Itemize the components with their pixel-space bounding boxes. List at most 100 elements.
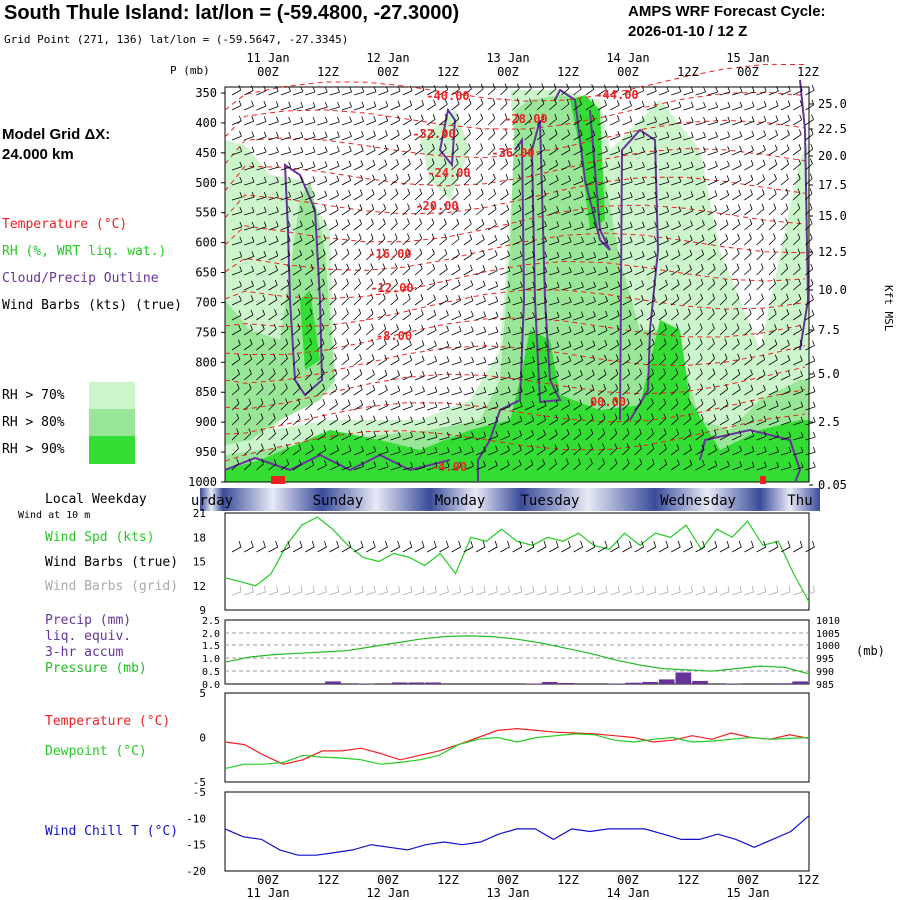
- wind-barb: [731, 278, 740, 291]
- wind-barb: [695, 101, 706, 111]
- wind-barb: [243, 383, 252, 396]
- wind-barb: [512, 445, 522, 456]
- wind-barb-grid: [256, 585, 266, 596]
- wind-barb: [658, 161, 670, 171]
- wind-barb: [402, 158, 411, 171]
- wind-barb: [463, 249, 473, 261]
- wind-barb: [231, 324, 242, 336]
- wind-barb: [744, 446, 755, 456]
- wind-barb-grid: [793, 585, 803, 596]
- wind-barb: [524, 311, 536, 321]
- wind-barb: [805, 355, 816, 366]
- wind-barb: [671, 176, 682, 186]
- wind-speed-line: [224, 516, 810, 603]
- wind-barb: [305, 220, 315, 231]
- wind-barb: [805, 85, 815, 96]
- temp-panel-frame: [224, 692, 810, 783]
- wind-barb: [366, 415, 376, 426]
- wind-barb: [805, 309, 815, 321]
- pressure-tick-label: 750: [195, 325, 217, 339]
- wind-barb: [390, 278, 398, 291]
- wind-barb: [317, 338, 325, 351]
- wind-barb-true: [402, 540, 413, 553]
- wind-barb: [683, 101, 694, 111]
- height-axis-label: Kft MSL: [882, 285, 895, 332]
- wind-barb: [707, 323, 715, 336]
- wind-barb: [793, 461, 804, 471]
- wind-barb: [378, 278, 386, 291]
- wind-barb: [475, 158, 484, 171]
- wind-barb: [512, 386, 523, 396]
- wind-barb: [646, 309, 656, 321]
- wind-barb: [231, 339, 241, 351]
- wind-barb: [414, 233, 423, 246]
- wind-barb: [244, 161, 255, 171]
- wind-barb: [414, 461, 426, 471]
- wind-barb: [500, 311, 511, 321]
- weekday-segment-5: [655, 488, 760, 511]
- wind-barb: [536, 205, 547, 216]
- wind-barb: [670, 368, 679, 381]
- wind-barb: [329, 116, 340, 126]
- wind-barb: [707, 293, 715, 306]
- wind-barb-grid: [524, 585, 535, 596]
- windchill-tick-label: -10: [186, 812, 206, 825]
- wind-barb: [292, 383, 301, 396]
- wind-barb: [268, 279, 278, 291]
- wind-barb: [512, 174, 521, 186]
- wind-barb: [329, 399, 338, 411]
- wind-barb: [475, 341, 487, 351]
- wind-barb-grid: [536, 585, 547, 596]
- wind-barb: [487, 128, 496, 141]
- wind-barb: [719, 86, 731, 96]
- wind-barb: [561, 443, 570, 456]
- wind-barb: [475, 113, 484, 126]
- wind-barb: [695, 249, 705, 261]
- wind-barb-true: [512, 540, 523, 553]
- wind-barb: [451, 233, 460, 246]
- top-time-label: 12Z: [797, 65, 819, 79]
- wind-barb: [524, 159, 534, 171]
- wind-barb: [451, 341, 462, 351]
- wind-barb: [780, 188, 789, 201]
- wind-barb: [792, 129, 802, 141]
- wind-barb: [390, 263, 398, 276]
- wind-barb: [268, 235, 279, 246]
- wind-barb: [585, 221, 597, 231]
- wind-barb: [317, 323, 325, 336]
- wind-barb: [341, 248, 350, 261]
- wind-barb: [439, 233, 447, 246]
- wind-barb: [268, 338, 277, 351]
- wind-barb: [268, 191, 279, 201]
- cloud-outline-1: [438, 107, 457, 168]
- wind-barb: [353, 338, 362, 351]
- precip-bar: [658, 679, 675, 684]
- wind-barb: [585, 311, 596, 321]
- wind-barb: [536, 236, 547, 246]
- weekday-segment-4: [521, 488, 655, 511]
- windchill-tick-label: -20: [186, 865, 206, 878]
- wind-barb: [256, 265, 267, 276]
- wind-barb: [305, 205, 315, 216]
- wind-barb: [378, 369, 388, 381]
- wind-barb: [231, 383, 240, 396]
- wind-barb-grid: [768, 585, 779, 596]
- wind-barb: [500, 235, 510, 246]
- wind-barb: [439, 461, 450, 471]
- wind-barb: [597, 384, 607, 396]
- temperature-contour-label: -20.00: [415, 199, 458, 213]
- wind-barb-grid: [622, 585, 632, 596]
- wind-barb-grid: [780, 585, 791, 596]
- wind-barb: [805, 263, 814, 276]
- wind-barb: [487, 98, 496, 111]
- wind-barb: [475, 371, 487, 381]
- wind-barb: [280, 101, 291, 111]
- cloud-outline-3: [554, 88, 611, 251]
- wind-barb: [268, 86, 279, 96]
- wind-barb: [622, 266, 633, 276]
- wind-barb: [463, 173, 471, 186]
- wind-barb: [414, 143, 423, 156]
- wind-barb: [756, 278, 764, 291]
- wind-barb: [573, 266, 584, 276]
- bottom-time-label: 00Z: [377, 873, 399, 887]
